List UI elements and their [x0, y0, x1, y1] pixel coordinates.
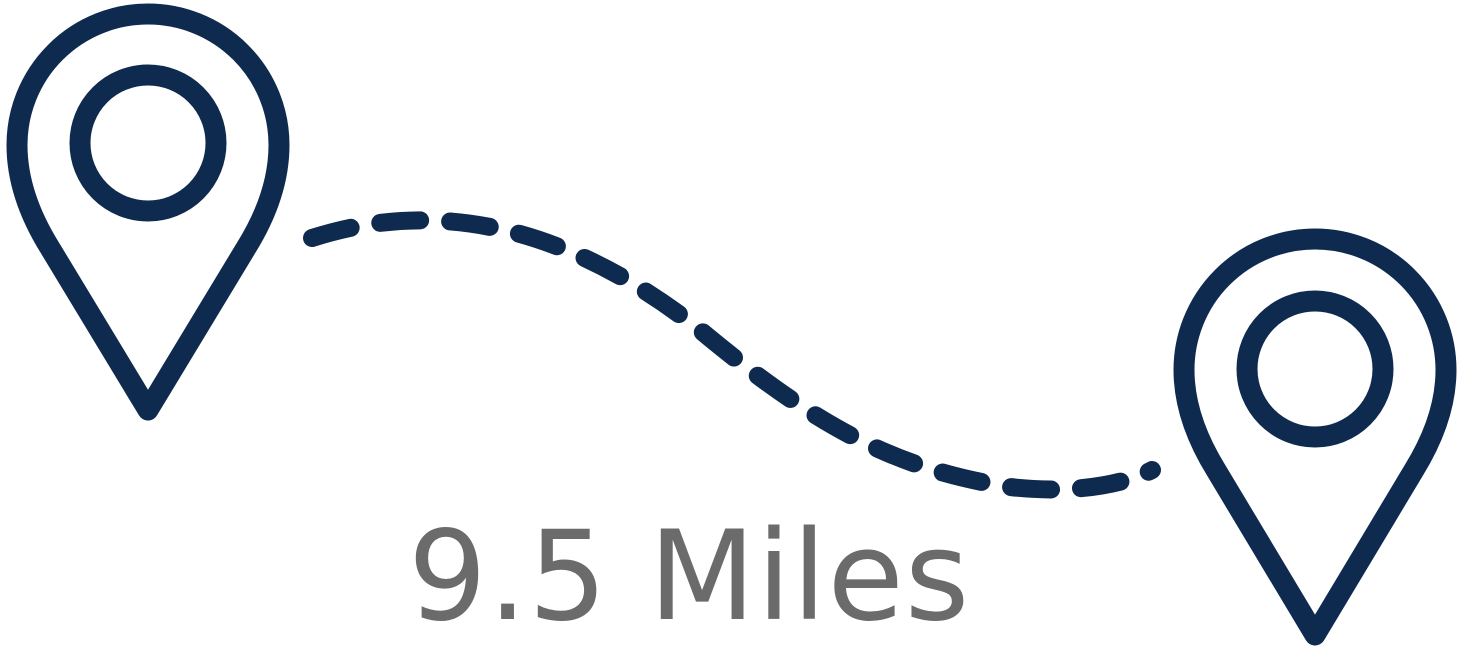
dashed-route-path — [303, 211, 1161, 499]
distance-label: 9.5 Miles — [408, 505, 971, 649]
end-map-pin-icon — [1173, 228, 1457, 646]
start-map-pin-icon — [6, 3, 290, 421]
